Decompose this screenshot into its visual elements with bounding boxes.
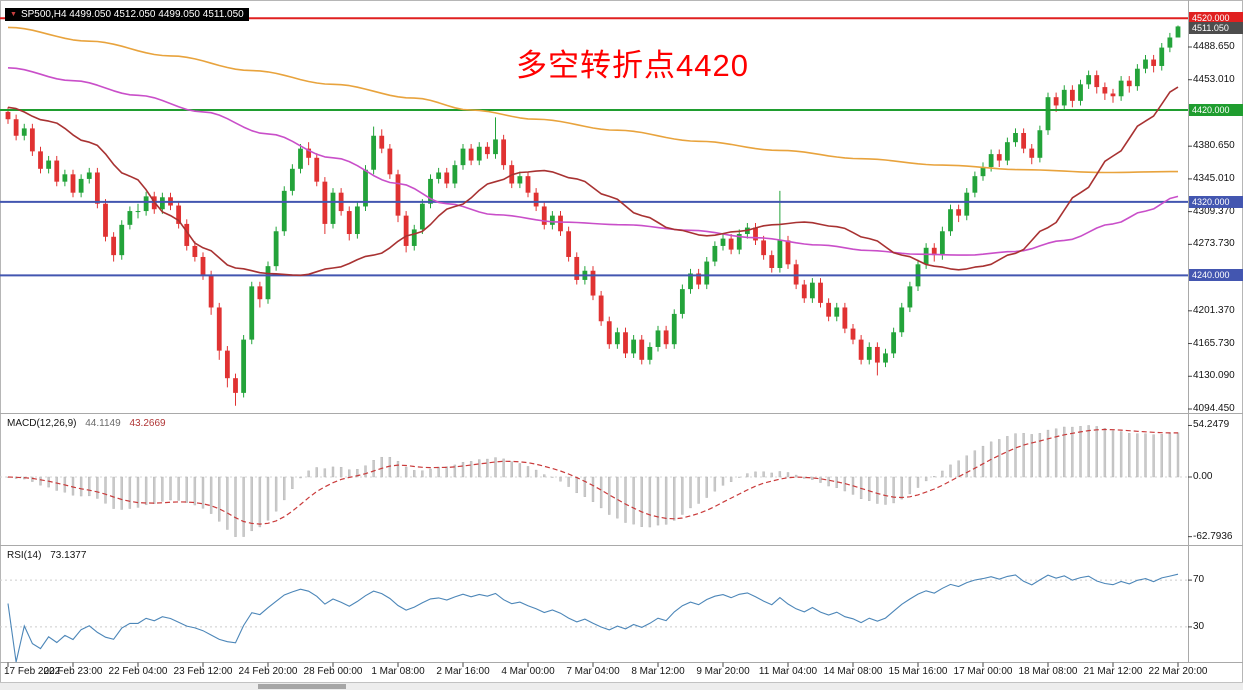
- rsi-value: 73.1377: [50, 550, 87, 561]
- ma-slow-line: [7, 26, 1178, 174]
- macd-histogram: [6, 425, 1180, 537]
- h-scrollbar-thumb[interactable]: [258, 684, 346, 689]
- symbol-marker-icon[interactable]: ▼: [10, 11, 17, 18]
- rsi-indicator-label: RSI(14) 73.1377: [7, 550, 92, 561]
- candlestick-series: [5, 25, 1181, 406]
- ma-fast-line: [7, 86, 1179, 277]
- chart-annotation-text: 多空转折点4420: [516, 48, 749, 83]
- rsi-name: RSI(14): [7, 550, 42, 561]
- macd-value-main: 44.1149: [85, 418, 121, 429]
- symbol-info-bar[interactable]: ▼ SP500,H4 4499.050 4512.050 4499.050 45…: [5, 8, 249, 21]
- current-price-badge: 4511.050: [1189, 22, 1243, 35]
- h-scrollbar[interactable]: [0, 682, 1243, 690]
- price-level-badge[interactable]: 4420.000: [1189, 104, 1243, 117]
- rsi-line: [7, 573, 1179, 663]
- symbol-ohlc-label: SP500,H4 4499.050 4512.050 4499.050 4511…: [20, 9, 244, 20]
- macd-indicator-label: MACD(12,26,9) 44.1149 43.2669: [7, 418, 172, 429]
- price-level-badge[interactable]: 4240.000: [1189, 269, 1243, 282]
- ma-medium-line: [7, 67, 1179, 256]
- macd-name: MACD(12,26,9): [7, 418, 77, 429]
- price-level-badge[interactable]: 4320.000: [1189, 195, 1243, 208]
- price-level-badge[interactable]: 4520.000: [1189, 12, 1243, 25]
- macd-signal-line: [7, 428, 1178, 525]
- macd-value-signal: 43.2669: [129, 418, 166, 429]
